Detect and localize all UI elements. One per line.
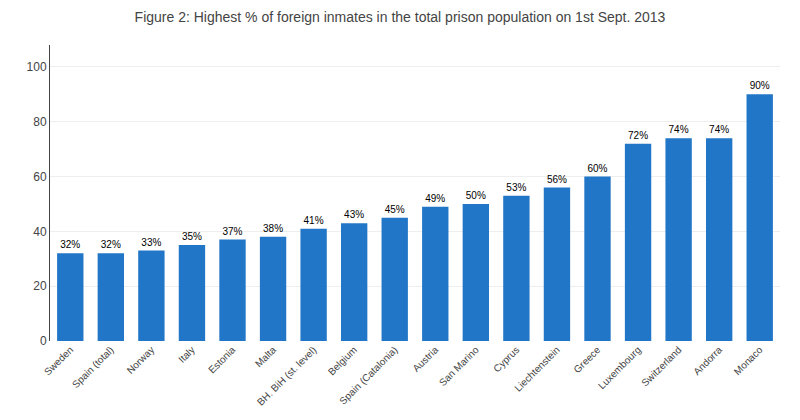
svg-text:32%: 32% <box>60 239 80 250</box>
svg-text:41%: 41% <box>304 215 324 226</box>
svg-text:Sweden: Sweden <box>42 344 75 377</box>
svg-text:60%: 60% <box>587 163 607 174</box>
svg-text:Spain (Catalonia): Spain (Catalonia) <box>337 344 399 406</box>
svg-text:Austria: Austria <box>410 344 440 374</box>
svg-text:37%: 37% <box>222 226 242 237</box>
svg-text:74%: 74% <box>709 124 729 135</box>
svg-text:43%: 43% <box>344 209 364 220</box>
svg-text:Monaco: Monaco <box>732 344 765 377</box>
svg-text:32%: 32% <box>101 239 121 250</box>
svg-text:90%: 90% <box>750 80 770 91</box>
svg-text:Norway: Norway <box>125 344 157 376</box>
svg-text:49%: 49% <box>425 193 445 204</box>
svg-text:72%: 72% <box>628 130 648 141</box>
svg-text:Liechtenstein: Liechtenstein <box>512 344 561 393</box>
svg-text:20: 20 <box>33 279 47 293</box>
svg-text:Italy: Italy <box>176 344 197 365</box>
svg-text:Malta: Malta <box>253 344 278 369</box>
svg-text:Belgium: Belgium <box>326 344 359 377</box>
svg-text:74%: 74% <box>669 124 689 135</box>
svg-text:San Marino: San Marino <box>437 344 481 388</box>
svg-text:100: 100 <box>27 60 47 74</box>
svg-text:Andorra: Andorra <box>691 344 724 377</box>
svg-text:Greece: Greece <box>571 344 602 375</box>
svg-text:35%: 35% <box>182 231 202 242</box>
svg-text:45%: 45% <box>385 204 405 215</box>
svg-text:Figure 2: Highest % of foreign: Figure 2: Highest % of foreign inmates i… <box>135 9 666 25</box>
svg-text:56%: 56% <box>547 174 567 185</box>
svg-text:Cyprus: Cyprus <box>491 344 521 374</box>
svg-text:50%: 50% <box>466 190 486 201</box>
svg-text:Estonia: Estonia <box>206 344 238 376</box>
svg-text:Luxembourg: Luxembourg <box>596 344 643 391</box>
svg-text:80: 80 <box>33 115 47 129</box>
svg-text:33%: 33% <box>141 237 161 248</box>
svg-text:Switzerland: Switzerland <box>639 344 683 388</box>
svg-text:0: 0 <box>40 334 47 348</box>
svg-text:38%: 38% <box>263 223 283 234</box>
svg-text:BH. BiH (st. level): BH. BiH (st. level) <box>255 344 319 408</box>
svg-text:60: 60 <box>33 170 47 184</box>
svg-text:40: 40 <box>33 225 47 239</box>
svg-text:53%: 53% <box>506 182 526 193</box>
svg-text:Spain (total): Spain (total) <box>70 344 116 390</box>
